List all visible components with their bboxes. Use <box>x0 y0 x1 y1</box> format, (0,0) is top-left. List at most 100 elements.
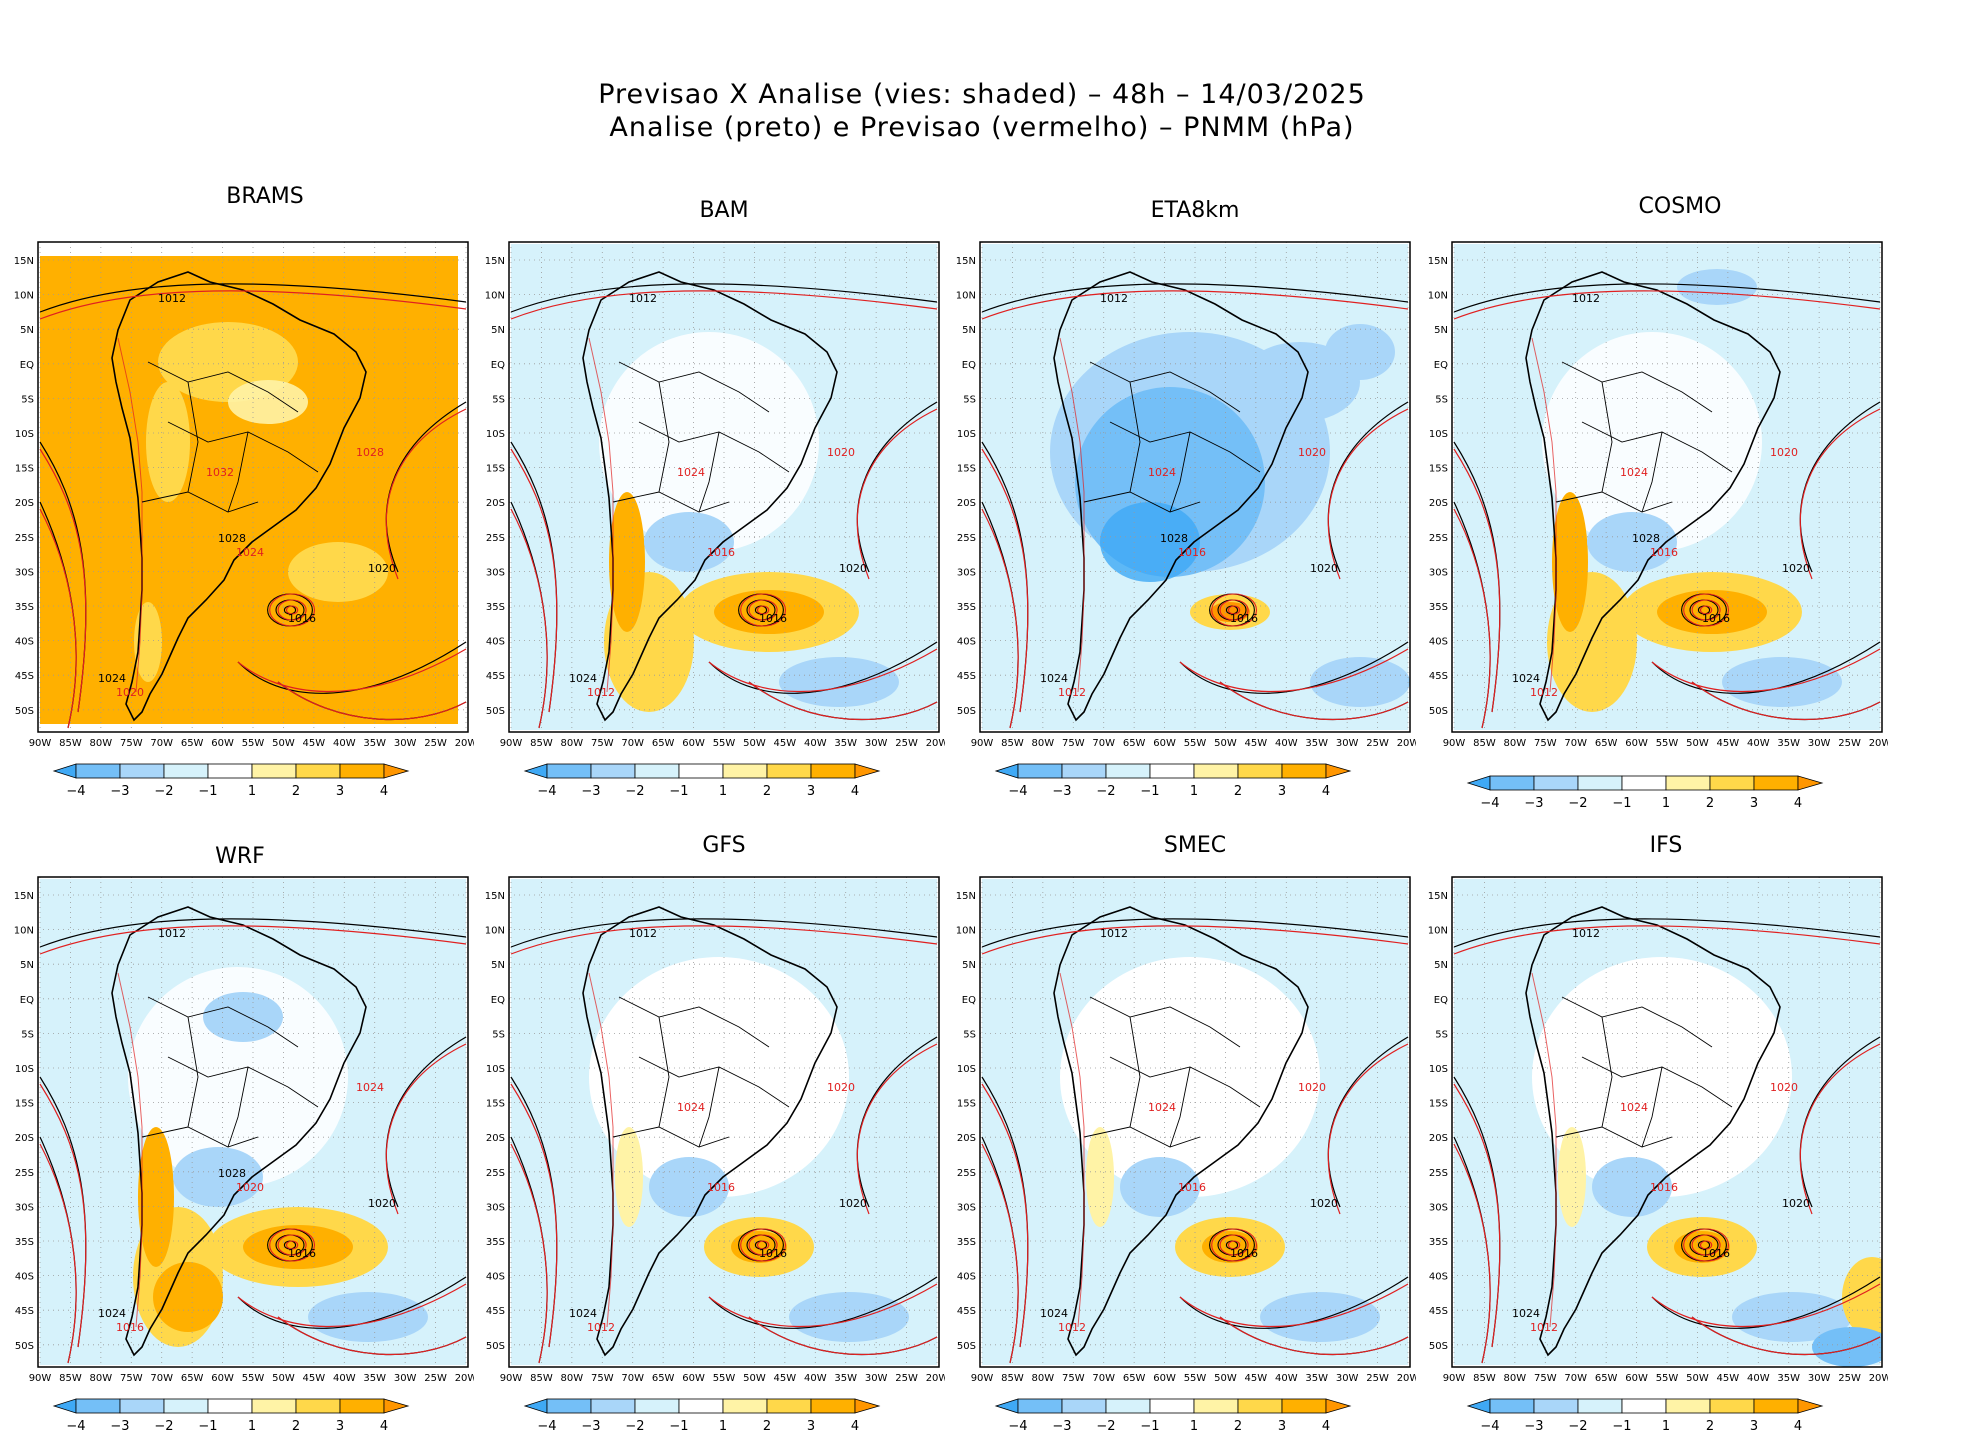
lon-tick-label: 50W <box>272 738 295 749</box>
lon-tick-label: 45W <box>774 1373 797 1384</box>
lon-tick-label: 45W <box>1245 1373 1268 1384</box>
lon-tick-label: 50W <box>272 1373 295 1384</box>
colorbar-label: 3 <box>336 1419 344 1434</box>
forecast-isobar-label: 1020 <box>236 1181 264 1194</box>
lon-tick-label: 30W <box>1808 738 1831 749</box>
colorbar-label: −4 <box>537 784 556 799</box>
colorbar-segment <box>1533 775 1579 791</box>
lat-tick-label: 5S <box>1435 394 1448 405</box>
lon-tick-label: 65W <box>1123 738 1146 749</box>
map-cosmo: 1012 1016 1020 1024 1028 1012 1016 1020 1024 90W 8… <box>1428 241 1888 749</box>
lat-tick-label: 15N <box>1428 891 1448 902</box>
analysis-isobar-label: 1012 <box>158 927 186 940</box>
lat-tick-label: 5N <box>491 325 505 336</box>
lat-tick-label: 15S <box>957 464 976 475</box>
coastline <box>111 906 367 1357</box>
colorbar: −4 −3 −2 −1 1 2 3 4 <box>1466 775 1824 811</box>
lon-tick-label: 30W <box>865 738 888 749</box>
panel-title: WRF <box>215 844 265 869</box>
colorbar-segment <box>1533 1398 1579 1414</box>
colorbar-label: −4 <box>1008 1419 1027 1434</box>
lon-tick-label: 20W <box>926 738 945 749</box>
colorbar-label: 4 <box>1322 784 1330 799</box>
analysis-isobar-label: 1020 <box>839 1197 867 1210</box>
lon-tick-label: 65W <box>1595 738 1618 749</box>
lat-tick-label: 15S <box>15 464 34 475</box>
colorbar-label: −3 <box>1524 796 1543 811</box>
lat-tick-label: 25S <box>1429 533 1448 544</box>
colorbar-label: −1 <box>1612 1419 1631 1434</box>
colorbar-segment <box>1061 763 1107 779</box>
forecast-isobar-label: 1012 <box>1058 686 1086 699</box>
lon-tick-label: 55W <box>1184 738 1207 749</box>
lat-tick-label: 10N <box>956 291 976 302</box>
lat-tick-label: 5S <box>492 1029 505 1040</box>
lon-tick-label: 80W <box>1032 738 1055 749</box>
lat-tick-label: 45S <box>957 671 976 682</box>
lat-tick-label: 15S <box>486 464 505 475</box>
forecast-isobar-label: 1020 <box>1298 1081 1326 1094</box>
lon-tick-label: 60W <box>682 1373 705 1384</box>
colorbar-segment <box>339 1398 385 1414</box>
map-frame <box>37 876 469 1368</box>
analysis-isobar-label: 1024 <box>1512 672 1540 685</box>
forecast-isobar-label: 1032 <box>206 466 234 479</box>
lon-tick-label: 20W <box>455 738 474 749</box>
bias-shading <box>1454 879 1882 1367</box>
lon-tick-label: 90W <box>971 1373 994 1384</box>
lat-tick-label: 5N <box>491 960 505 971</box>
lat-tick-label: 10S <box>1429 1064 1448 1075</box>
colorbar-segment <box>119 1398 165 1414</box>
colorbar-label: 4 <box>1322 1419 1330 1434</box>
lon-tick-label: 90W <box>500 738 523 749</box>
lat-tick-label: 15N <box>1428 256 1448 267</box>
lat-tick-label: 35S <box>957 602 976 613</box>
lat-tick-label: 40S <box>957 637 976 648</box>
forecast-isobar-label: 1016 <box>1650 546 1678 559</box>
analysis-isobar-label: 1028 <box>218 1167 246 1180</box>
lat-tick-label: 10S <box>486 1064 505 1075</box>
lat-tick-label: 15N <box>956 891 976 902</box>
bias-shading <box>982 244 1410 730</box>
analysis-isobar-label: 1012 <box>1572 292 1600 305</box>
colorbar-segment <box>1665 1398 1711 1414</box>
lon-tick-label: 50W <box>743 1373 766 1384</box>
lon-tick-label: 20W <box>1397 1373 1416 1384</box>
coastline <box>582 906 838 1357</box>
lat-tick-label: 50S <box>957 1341 976 1352</box>
colorbar-segment <box>722 1398 768 1414</box>
forecast-isobar-label: 1016 <box>1178 546 1206 559</box>
isobars <box>981 918 1409 1364</box>
colorbar-label: 1 <box>1190 784 1198 799</box>
lat-tick-label: 5S <box>21 394 34 405</box>
colorbar-segment <box>1489 775 1535 791</box>
bias-shading <box>40 256 458 724</box>
lat-tick-label: 10S <box>957 1064 976 1075</box>
lon-tick-label: 65W <box>1123 1373 1146 1384</box>
lat-tick-label: 30S <box>486 1202 505 1213</box>
colorbar-segment <box>1665 775 1711 791</box>
lon-tick-label: 25W <box>895 738 918 749</box>
lon-tick-label: 90W <box>1443 1373 1466 1384</box>
colorbar-label: −1 <box>669 784 688 799</box>
coastline <box>1053 906 1309 1357</box>
lat-tick-label: 50S <box>486 706 505 717</box>
analysis-isobar-label: 1020 <box>1310 562 1338 575</box>
colorbar-segment <box>75 763 121 779</box>
colorbar-segment <box>810 763 856 779</box>
lon-tick-label: 90W <box>500 1373 523 1384</box>
colorbar-label: 4 <box>380 1419 388 1434</box>
lon-tick-label: 85W <box>530 1373 553 1384</box>
colorbar-label: 3 <box>807 784 815 799</box>
analysis-isobar-label: 1012 <box>158 292 186 305</box>
isobars <box>510 283 938 729</box>
title-line-1: Previsao X Analise (vies: shaded) – 48h … <box>598 79 1366 110</box>
colorbar-label: 2 <box>763 784 771 799</box>
lon-tick-label: 50W <box>1214 738 1237 749</box>
colorbar-label: 2 <box>292 784 300 799</box>
colorbar-segment <box>207 1398 253 1414</box>
lat-tick-label: 50S <box>15 1341 34 1352</box>
analysis-isobar-label: 1024 <box>569 672 597 685</box>
colorbar-segment <box>1017 763 1063 779</box>
